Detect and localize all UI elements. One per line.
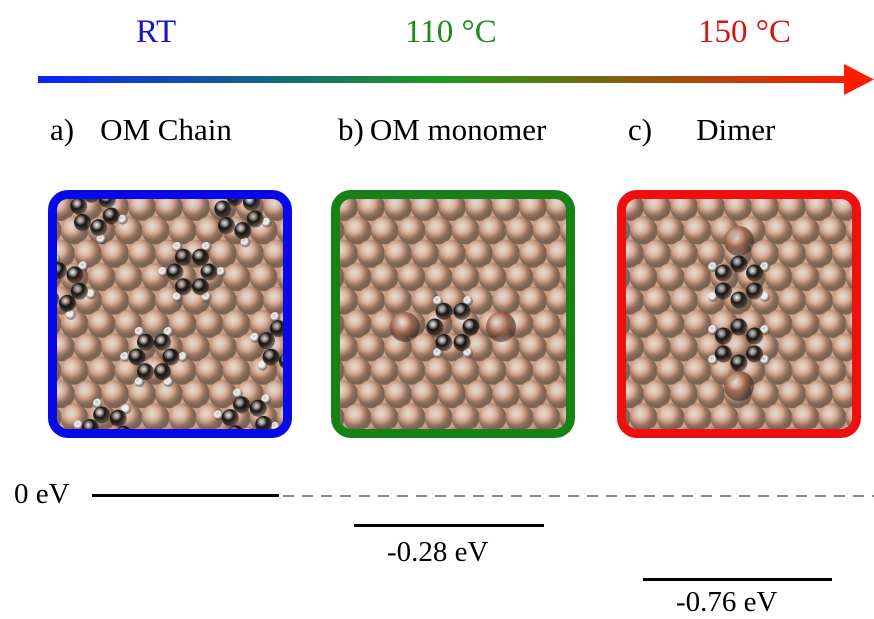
energy-level-c-line [643, 578, 832, 581]
panel-a-om-chain-image [48, 190, 292, 438]
temperature-label-110c: 110 °C [405, 14, 497, 51]
panel-label-c: c) Dimer [628, 112, 775, 148]
panel-c-dimer-image [617, 190, 861, 438]
panel-label-b: b)OM monomer [338, 112, 546, 148]
panel-title: OM Chain [100, 112, 232, 147]
copper-adatom [724, 226, 754, 256]
copper-adatom [486, 312, 516, 342]
energy-reference-dashed-line [283, 493, 874, 499]
energy-level-zero-line [92, 494, 279, 497]
energy-level-c-label: -0.76 eV [676, 586, 777, 619]
energy-level-b-label: -0.28 eV [387, 536, 488, 569]
temperature-arrow [36, 62, 874, 98]
panel-letter: b) [338, 112, 364, 147]
copper-surface-atoms [340, 199, 566, 429]
copper-adatom [724, 371, 754, 401]
panel-title: Dimer [696, 112, 775, 147]
energy-level-b-line [354, 524, 544, 527]
copper-adatom [390, 312, 420, 342]
panel-label-a: a) OM Chain [50, 112, 232, 148]
panel-letter: c) [628, 112, 652, 147]
panel-letter: a) [50, 112, 74, 147]
energy-zero-label: 0 eV [14, 478, 70, 511]
panel-b-om-monomer-image [331, 190, 575, 438]
panel-title: OM monomer [370, 112, 547, 147]
temperature-label-rt: RT [136, 14, 176, 51]
temperature-label-150c: 150 °C [698, 14, 791, 51]
